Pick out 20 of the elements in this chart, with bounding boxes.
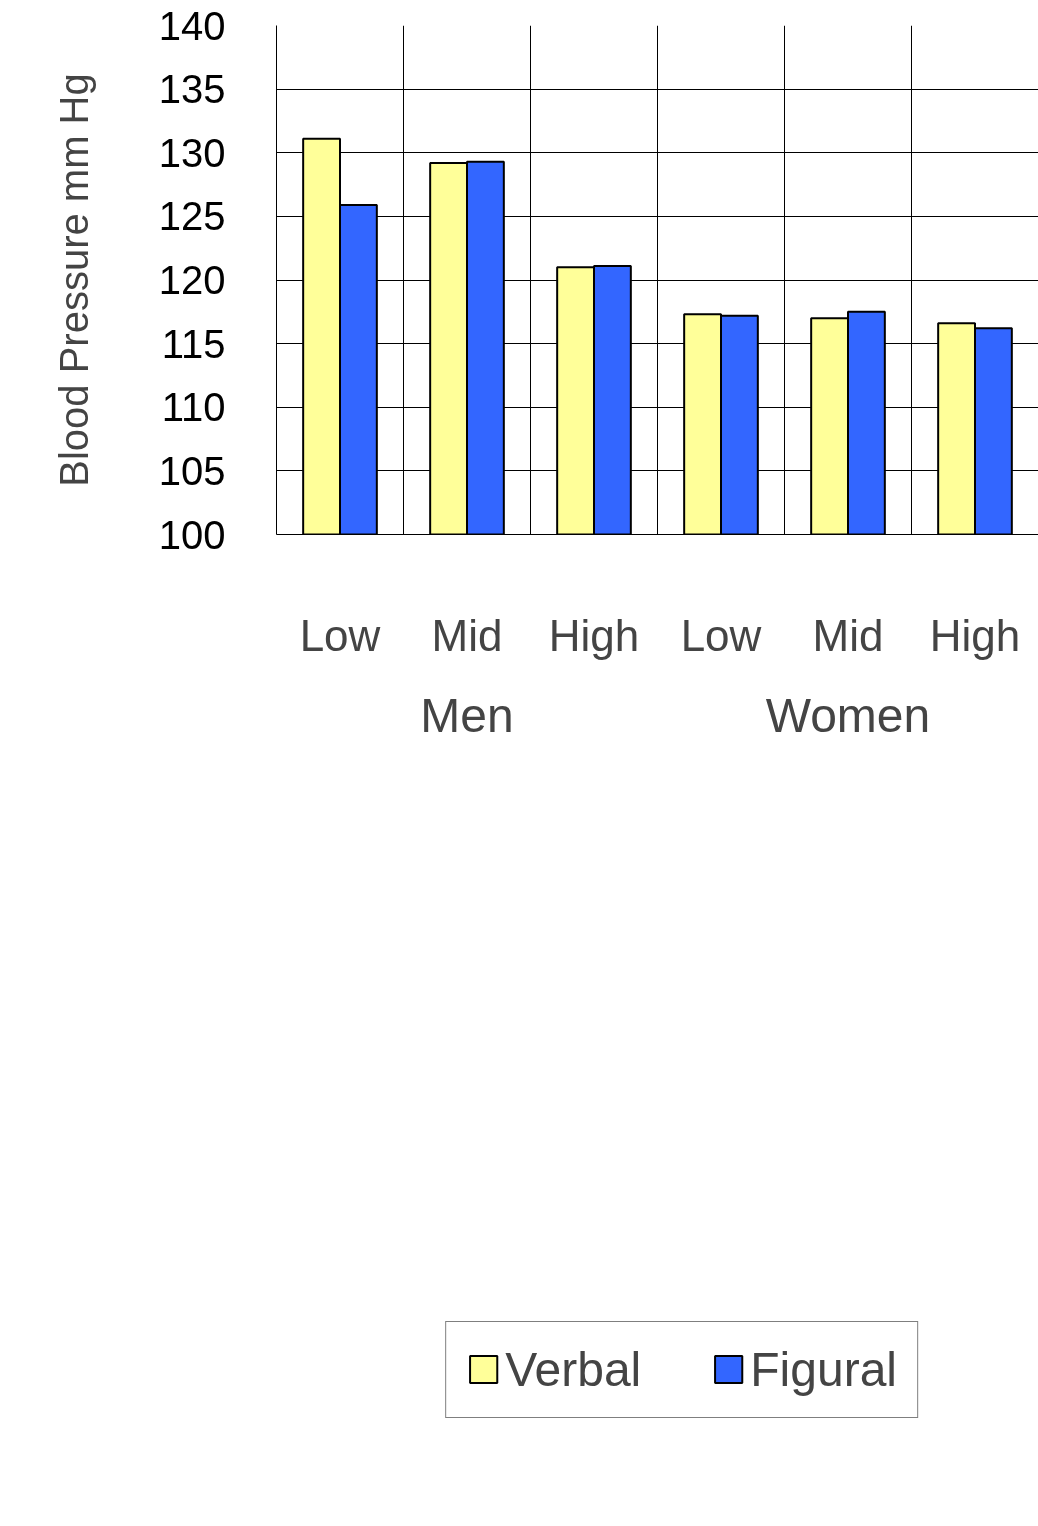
y-tick-label: 115: [161, 321, 226, 366]
y-tick-label: 140: [158, 3, 226, 48]
y-tick-label: 100: [158, 512, 226, 557]
y-tick-label: 135: [158, 67, 226, 112]
y-tick-label: 130: [158, 130, 226, 175]
y-tick-label: 125: [158, 194, 226, 239]
y-tick-label: 120: [158, 258, 226, 302]
y-tick-label: 110: [161, 385, 226, 430]
x-tick-label: Low: [680, 610, 762, 660]
x-tick-label: Low: [299, 610, 381, 660]
y-axis-title: Blood Pressure mm Hg: [51, 73, 96, 487]
x-tick-label: Mid: [431, 610, 503, 660]
text: Men: [420, 688, 514, 742]
x-tick-label: High: [548, 610, 640, 660]
y-tick-label: 105: [158, 448, 226, 493]
x-tick-label: High: [929, 610, 1021, 660]
text: Women: [765, 688, 931, 742]
legend-label: Verbal: [505, 1341, 642, 1397]
legend-label: Figural: [750, 1341, 897, 1397]
x-tick-label: Mid: [812, 610, 884, 660]
